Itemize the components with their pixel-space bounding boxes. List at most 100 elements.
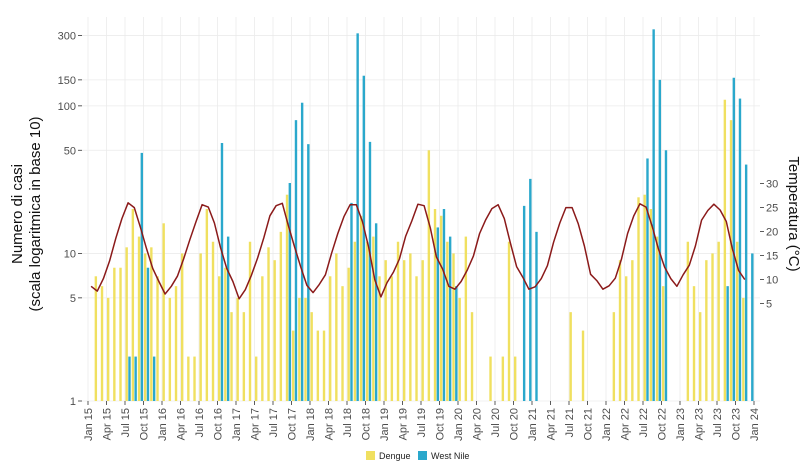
bar-dengue bbox=[513, 356, 517, 401]
bar-dengue bbox=[261, 276, 264, 401]
x-tick-label: Jan 19 bbox=[379, 408, 391, 441]
y-tick-label: 150 bbox=[58, 75, 76, 87]
bar-westnile bbox=[140, 152, 144, 401]
bar-dengue bbox=[291, 330, 295, 401]
bar-dengue bbox=[390, 276, 394, 401]
y2-axis: 5 10 15 20 25 30 bbox=[760, 179, 778, 311]
bar-dengue bbox=[298, 297, 301, 401]
bar-dengue bbox=[267, 247, 270, 401]
bar-dengue bbox=[242, 312, 246, 401]
bar-dengue bbox=[316, 330, 320, 401]
x-tick-label: Oct 18 bbox=[361, 408, 373, 440]
bar-dengue bbox=[347, 267, 350, 401]
bar-westnile bbox=[152, 356, 156, 401]
x-tick-label: Jan 15 bbox=[83, 408, 95, 441]
legend-label-dengue: Dengue bbox=[379, 451, 411, 461]
bar-dengue bbox=[378, 276, 381, 401]
bar-dengue bbox=[372, 236, 375, 401]
bar-dengue bbox=[637, 197, 640, 401]
bar-westnile bbox=[732, 77, 736, 402]
bar-dengue bbox=[433, 209, 437, 401]
bar-dengue bbox=[470, 312, 474, 401]
x-tick-label: Jan 22 bbox=[601, 408, 613, 441]
bar-dengue bbox=[464, 236, 468, 401]
x-tick-label: Jan 16 bbox=[157, 408, 169, 441]
bar-dengue bbox=[230, 312, 233, 401]
bar-dengue bbox=[106, 297, 110, 401]
y2-tick-label: 10 bbox=[766, 275, 778, 287]
bar-dengue bbox=[409, 253, 412, 401]
bar-westnile bbox=[362, 75, 366, 402]
x-tick-label: Jul 19 bbox=[416, 408, 428, 437]
bar-westnile bbox=[220, 143, 224, 401]
x-tick-label: Jul 15 bbox=[120, 408, 132, 437]
bar-dengue bbox=[150, 247, 153, 401]
bar-dengue bbox=[618, 260, 622, 401]
bar-dengue bbox=[723, 99, 727, 401]
bar-westnile bbox=[356, 33, 359, 402]
y2-tick-label: 30 bbox=[766, 179, 778, 191]
x-tick-label: Oct 17 bbox=[287, 408, 299, 440]
bar-dengue bbox=[273, 260, 276, 401]
grid bbox=[82, 17, 760, 402]
y2-tick-label: 15 bbox=[766, 251, 778, 263]
y2-tick-label: 20 bbox=[766, 227, 778, 239]
bar-westnile bbox=[300, 102, 304, 401]
bar-dengue bbox=[402, 260, 406, 401]
x-tick-label: Oct 16 bbox=[213, 408, 225, 440]
bar-dengue bbox=[396, 241, 400, 401]
bar-dengue bbox=[458, 297, 461, 401]
bar-westnile bbox=[738, 98, 742, 401]
bar-dengue bbox=[452, 253, 455, 401]
bar-dengue bbox=[310, 312, 313, 401]
bar-dengue bbox=[168, 297, 172, 401]
bar-dengue bbox=[581, 330, 585, 401]
x-tick-label: Apr 22 bbox=[620, 408, 632, 440]
bar-westnile bbox=[646, 158, 649, 401]
y-tick-label: 10 bbox=[64, 248, 76, 260]
bar-dengue bbox=[335, 253, 338, 401]
bar-dengue bbox=[501, 356, 505, 401]
x-tick-label: Apr 16 bbox=[176, 408, 188, 440]
y-tick-label: 1 bbox=[70, 396, 76, 408]
bar-dengue bbox=[631, 260, 634, 401]
x-tick-label: Apr 19 bbox=[398, 408, 410, 440]
x-tick-label: Oct 19 bbox=[435, 408, 447, 440]
y-tick-label: 50 bbox=[64, 145, 76, 157]
bar-dengue bbox=[421, 260, 424, 401]
bar-dengue bbox=[717, 241, 720, 401]
bar-dengue bbox=[193, 356, 196, 401]
bar-dengue bbox=[341, 286, 344, 401]
bar-dengue bbox=[248, 241, 252, 401]
temperature-series bbox=[90, 202, 746, 300]
x-tick-label: Apr 17 bbox=[250, 408, 262, 440]
bar-dengue bbox=[489, 356, 492, 401]
x-tick-label: Jan 21 bbox=[527, 408, 539, 441]
bar-westnile bbox=[134, 356, 137, 401]
bar-dengue bbox=[655, 236, 659, 401]
x-tick-label: Jul 21 bbox=[564, 408, 576, 437]
x-tick-label: Jul 18 bbox=[342, 408, 354, 437]
bar-dengue bbox=[643, 194, 646, 401]
bar-westnile bbox=[442, 209, 446, 401]
bar-westnile bbox=[664, 150, 668, 401]
bar-dengue bbox=[156, 276, 159, 401]
bar-dengue bbox=[125, 247, 128, 401]
bar-dengue bbox=[353, 241, 357, 401]
bar-dengue bbox=[649, 209, 653, 401]
bar-westnile bbox=[350, 202, 353, 401]
bar-dengue bbox=[322, 330, 326, 401]
y-tick-label: 100 bbox=[58, 101, 76, 113]
bar-westnile bbox=[652, 29, 655, 401]
legend: Dengue West Nile bbox=[366, 451, 469, 461]
bar-dengue bbox=[729, 120, 733, 402]
bar-dengue bbox=[328, 276, 332, 401]
bar-dengue bbox=[131, 209, 135, 401]
bar-westnile bbox=[455, 286, 458, 401]
bars bbox=[94, 29, 754, 402]
bar-dengue bbox=[94, 276, 98, 401]
bar-dengue bbox=[384, 260, 387, 401]
x-tick-label: Oct 22 bbox=[657, 408, 669, 440]
y2-axis-title: Temperatura (°C) bbox=[785, 156, 802, 271]
